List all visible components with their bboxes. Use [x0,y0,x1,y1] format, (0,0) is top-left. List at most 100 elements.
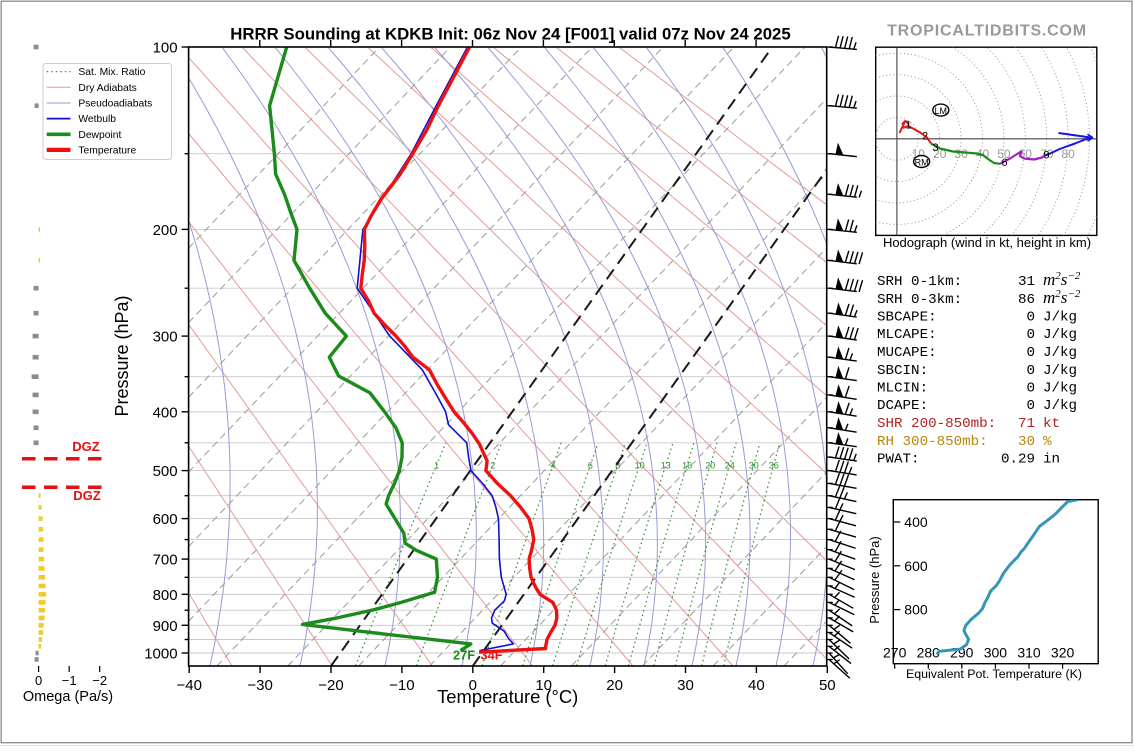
svg-text:10: 10 [635,460,645,470]
svg-text:310: 310 [1017,645,1041,661]
svg-text:700: 700 [153,552,178,569]
svg-text:6: 6 [1001,157,1007,169]
svg-text:31: 31 [1018,274,1035,290]
svg-text:MLCIN:: MLCIN: [877,381,928,397]
svg-text:30: 30 [954,147,968,161]
svg-text:900: 900 [153,618,178,635]
svg-text:4: 4 [551,460,556,470]
svg-text:J/kg: J/kg [1043,327,1077,343]
svg-text:Sat. Mix. Ratio: Sat. Mix. Ratio [78,67,145,78]
svg-text:−30: −30 [247,677,272,694]
svg-text:J/kg: J/kg [1043,381,1077,397]
svg-text:Pseudoadiabats: Pseudoadiabats [78,99,152,110]
svg-text:20: 20 [933,147,947,161]
svg-text:86: 86 [1018,292,1035,308]
svg-text:320: 320 [1051,645,1075,661]
svg-text:DGZ: DGZ [72,439,100,454]
svg-text:0: 0 [1026,363,1035,379]
svg-text:1000: 1000 [144,646,177,663]
svg-text:SRH 0-3km:: SRH 0-3km: [877,292,962,308]
svg-text:J/kg: J/kg [1043,310,1077,326]
svg-text:400: 400 [904,514,928,530]
svg-text:50: 50 [819,677,836,694]
svg-text:−10: −10 [389,677,414,694]
svg-text:Temperature: Temperature [78,145,136,156]
svg-text:270: 270 [883,645,907,661]
svg-text:30: 30 [1018,434,1035,450]
svg-text:10: 10 [535,677,552,694]
svg-text:−40: −40 [176,677,201,694]
svg-text:40: 40 [748,677,765,694]
svg-text:LM: LM [935,106,948,116]
svg-text:SBCAPE:: SBCAPE: [877,310,937,326]
svg-text:J/kg: J/kg [1043,345,1077,361]
svg-text:−1: −1 [62,673,77,688]
svg-text:Pressure (hPa): Pressure (hPa) [867,536,882,623]
svg-text:0: 0 [1026,381,1035,397]
svg-text:0: 0 [1026,310,1035,326]
svg-text:SBCIN:: SBCIN: [877,363,928,379]
svg-text:300: 300 [984,645,1008,661]
svg-text:SRH 0-1km:: SRH 0-1km: [877,274,962,290]
svg-text:16: 16 [682,460,692,470]
svg-text:0: 0 [1026,327,1035,343]
svg-text:Omega (Pa/s): Omega (Pa/s) [23,689,113,705]
svg-text:24: 24 [725,460,735,470]
svg-text:DCAPE:: DCAPE: [877,398,928,414]
svg-text:in: in [1043,452,1060,468]
svg-text:30: 30 [677,677,694,694]
svg-text:13: 13 [661,460,671,470]
svg-text:0: 0 [469,677,477,694]
svg-text:Equivalent Pot. Temperature (K: Equivalent Pot. Temperature (K) [906,667,1082,681]
svg-text:600: 600 [904,558,928,574]
svg-text:Pressure (hPa): Pressure (hPa) [112,295,132,416]
svg-text:PWAT:: PWAT: [877,452,920,468]
svg-text:RH 300-850mb:: RH 300-850mb: [877,434,988,450]
svg-text:20: 20 [705,460,715,470]
svg-text:71: 71 [1018,416,1035,432]
svg-text:300: 300 [153,329,178,346]
svg-text:400: 400 [153,404,178,421]
svg-text:8: 8 [615,460,620,470]
svg-text:1: 1 [905,120,911,132]
svg-text:3: 3 [932,142,938,154]
svg-text:−20: −20 [318,677,343,694]
svg-text:36: 36 [769,460,779,470]
svg-text:800: 800 [904,602,928,618]
svg-text:MLCAPE:: MLCAPE: [877,327,937,343]
svg-text:TROPICALTIDBITS.COM: TROPICALTIDBITS.COM [887,23,1087,40]
svg-text:MUCAPE:: MUCAPE: [877,345,937,361]
svg-text:6: 6 [588,460,593,470]
svg-text:SHR 200-850mb:: SHR 200-850mb: [877,416,996,432]
svg-text:Dry Adiabats: Dry Adiabats [78,83,136,94]
svg-text:100: 100 [153,40,178,57]
svg-text:0: 0 [1026,345,1035,361]
svg-text:2: 2 [922,131,928,143]
svg-text:kt: kt [1043,416,1060,432]
svg-text:RM: RM [915,157,929,167]
svg-text:−2: −2 [92,673,107,688]
svg-text:Dewpoint: Dewpoint [78,130,121,141]
svg-text:%: % [1043,434,1052,450]
svg-text:27F: 27F [453,648,475,663]
svg-text:500: 500 [153,463,178,480]
svg-text:800: 800 [153,587,178,604]
svg-text:80: 80 [1061,147,1075,161]
svg-text:50: 50 [997,147,1011,161]
svg-text:0: 0 [1026,398,1035,414]
svg-text:0: 0 [35,673,42,688]
svg-text:1: 1 [434,460,439,470]
svg-text:J/kg: J/kg [1043,363,1077,379]
svg-text:Wetbulb: Wetbulb [78,114,116,125]
svg-text:200: 200 [153,222,178,239]
svg-text:2: 2 [490,460,495,470]
svg-text:Hodograph (wind in kt, height: Hodograph (wind in kt, height in km) [883,235,1091,250]
svg-text:HRRR Sounding at KDKB Init: 06: HRRR Sounding at KDKB Init: 06z Nov 24 [… [230,25,790,44]
svg-text:30: 30 [749,460,759,470]
svg-text:20: 20 [606,677,623,694]
svg-text:0.29: 0.29 [1001,452,1035,468]
svg-text:600: 600 [153,511,178,528]
svg-text:34F: 34F [480,648,502,663]
svg-text:Temperature (°C): Temperature (°C) [437,686,578,707]
svg-text:9: 9 [1043,150,1049,162]
